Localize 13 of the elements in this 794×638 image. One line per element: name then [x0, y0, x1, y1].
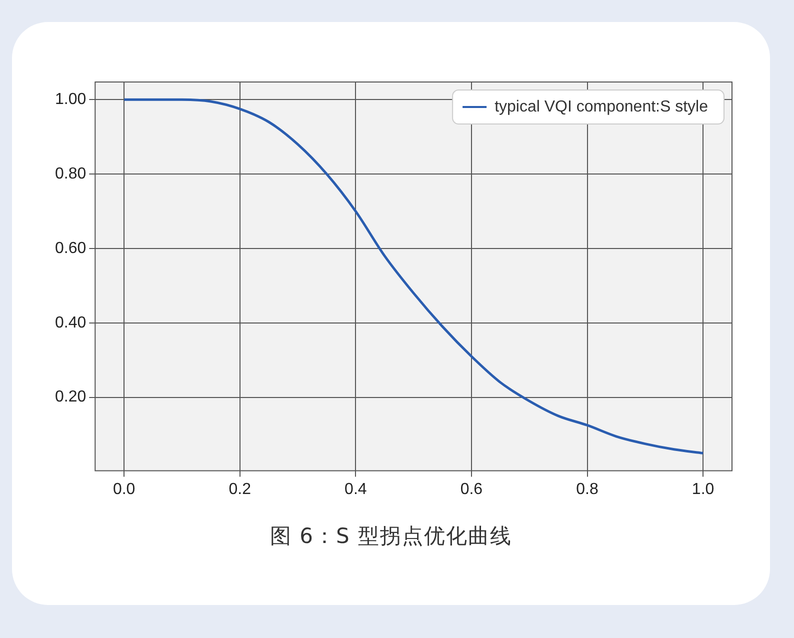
x-tick-label: 0.6 — [460, 480, 483, 498]
caption: 图 6：S 型拐点优化曲线 — [268, 523, 514, 550]
x-tick-label: 1.0 — [692, 480, 714, 498]
x-tick-label: 0.0 — [112, 480, 136, 498]
y-tick-label: 1.00 — [55, 91, 86, 108]
y-tick-label: 0.20 — [55, 388, 86, 406]
x-tick-label: 0.8 — [576, 480, 598, 498]
x-tick-label: 0.2 — [228, 480, 252, 498]
y-tick-label: 0.40 — [55, 314, 86, 332]
legend-label: typical VQI component:S style — [494, 98, 708, 116]
x-tick-label: 0.4 — [344, 480, 367, 498]
y-tick-label: 0.80 — [55, 165, 86, 182]
y-tick-label: 0.60 — [55, 240, 86, 257]
